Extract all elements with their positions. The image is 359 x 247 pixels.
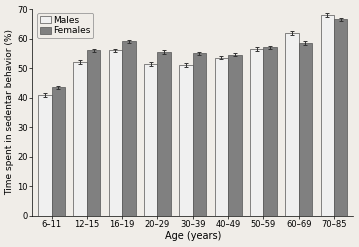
- Bar: [87, 50, 100, 215]
- Bar: [264, 47, 277, 215]
- Bar: [193, 53, 206, 215]
- Bar: [215, 58, 228, 215]
- Bar: [122, 41, 136, 215]
- Bar: [334, 19, 348, 215]
- Bar: [285, 33, 299, 215]
- Bar: [180, 65, 193, 215]
- Bar: [144, 64, 158, 215]
- Bar: [52, 87, 65, 215]
- Bar: [299, 43, 312, 215]
- Bar: [38, 95, 52, 215]
- X-axis label: Age (years): Age (years): [164, 231, 221, 242]
- Bar: [158, 52, 171, 215]
- Bar: [228, 55, 242, 215]
- Legend: Males, Females: Males, Females: [37, 13, 93, 38]
- Bar: [109, 50, 122, 215]
- Y-axis label: Time spent in sedentar behavior (%): Time spent in sedentar behavior (%): [5, 29, 15, 195]
- Bar: [250, 49, 264, 215]
- Bar: [74, 62, 87, 215]
- Bar: [321, 15, 334, 215]
